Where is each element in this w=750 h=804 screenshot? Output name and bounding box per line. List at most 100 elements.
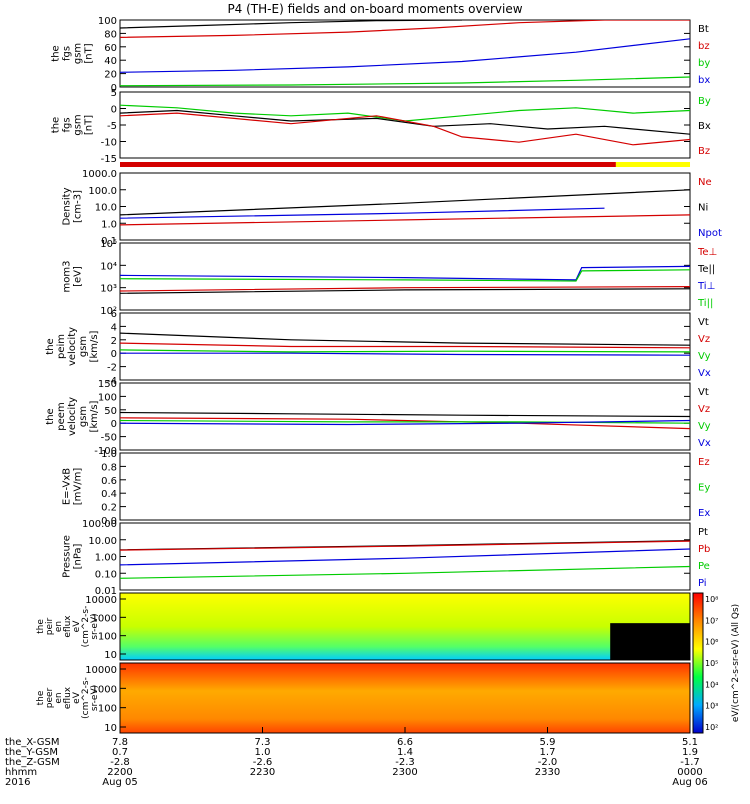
- y-tick-label: 60: [104, 43, 117, 54]
- legend-entry: Bx: [698, 121, 711, 132]
- panel-frame: [119, 172, 691, 241]
- y-label-line: the: [51, 117, 62, 133]
- legend-entry: Bz: [698, 146, 710, 157]
- legend-entry: Vz: [698, 334, 710, 345]
- y-tick-label: 0.2: [101, 503, 117, 514]
- y-label-line: the: [36, 690, 46, 705]
- colorbar: [692, 592, 704, 734]
- y-label-line: gsm: [78, 336, 89, 357]
- colorbar-tick-label: 10⁸: [705, 595, 718, 604]
- x-tick-label: 7.8: [112, 737, 128, 748]
- x-tick-label: 7.3: [255, 737, 271, 748]
- y-tick-label: 100: [98, 704, 117, 715]
- y-label-line: gsm: [73, 43, 84, 64]
- y-tick-label: 1000.0: [82, 169, 117, 180]
- x-tick-label: Aug 05: [102, 777, 137, 788]
- series-line: [120, 540, 690, 551]
- x-tick-label: 1.0: [255, 747, 271, 758]
- series-line: [120, 286, 690, 292]
- legend-entry: Ti⊥: [697, 281, 715, 292]
- series-line: [120, 411, 690, 418]
- series-line: [120, 419, 690, 424]
- y-label-line: [nT]: [84, 115, 95, 135]
- legend-entry: by: [698, 58, 710, 69]
- y-tick-label: 0.0: [101, 516, 117, 527]
- series-line: [120, 112, 690, 146]
- y-tick-label: 0.01: [95, 586, 117, 597]
- x-row-label: the_Y-GSM: [5, 747, 58, 758]
- y-label-line: sr-eV): [90, 613, 100, 639]
- legend-entry: Ez: [698, 457, 710, 468]
- x-row-label: hhmm: [5, 767, 37, 778]
- y-label-line: mom3: [62, 261, 73, 293]
- legend-entry: bz: [698, 41, 710, 52]
- y-label-line: gsm: [73, 114, 84, 135]
- colorbar-tick-label: 10³: [705, 702, 718, 711]
- y-tick-label: 10.00: [88, 536, 117, 547]
- x-tick-label: 1.9: [682, 747, 698, 758]
- panel-frame: [119, 522, 691, 591]
- colorbar-tick-label: 10⁵: [705, 659, 718, 668]
- y-tick-label: -10: [101, 138, 117, 149]
- y-tick-label: 1000: [92, 613, 117, 624]
- x-row-label: 2016: [5, 777, 30, 788]
- y-label-line: gsm: [78, 406, 89, 427]
- y-label-line: Density: [62, 187, 73, 225]
- legend-entry: Pi: [698, 578, 707, 589]
- plot-title: P4 (TH-E) fields and on-board moments ov…: [227, 2, 522, 16]
- legend-entry: Ey: [698, 483, 710, 494]
- y-axis-label: the peer en eflux eV (cm^2-s-sr-eV): [36, 677, 100, 719]
- y-tick-label: 1000: [92, 684, 117, 695]
- panel-frame: [119, 91, 691, 159]
- y-tick-label: 2: [111, 336, 117, 347]
- y-label-line: eV: [72, 620, 82, 633]
- y-label-line: eV: [72, 691, 82, 704]
- legend-entry: Te⊥: [697, 247, 717, 258]
- y-tick-label: 1.0: [101, 219, 117, 230]
- quality-bar-yellow: [615, 162, 690, 167]
- y-tick-label: 10: [104, 723, 117, 734]
- y-label-line: the: [36, 619, 46, 634]
- y-label-line: [km/s]: [89, 400, 100, 432]
- spectrogram-dark-region: [610, 623, 690, 660]
- y-axis-label: Density [cm-3]: [62, 187, 84, 225]
- y-label-line: Pressure: [62, 535, 73, 578]
- spectrogram-image: [120, 663, 690, 733]
- quality-bar-red: [120, 162, 616, 167]
- series-line: [120, 189, 690, 216]
- legend-entry: By: [698, 96, 711, 107]
- y-label-line: peer: [45, 687, 55, 708]
- y-label-line: velocity: [67, 397, 78, 436]
- x-tick-label: 1.4: [397, 747, 413, 758]
- y-tick-label: 0: [111, 349, 117, 360]
- legend-entry: Vt: [698, 387, 709, 398]
- y-axis-label: the peir en eflux eV (cm^2-s-sr-eV): [36, 606, 100, 648]
- series-line: [120, 109, 690, 135]
- y-label-line: the: [45, 408, 56, 424]
- legend-entry: Te||: [697, 264, 715, 275]
- series-line: [120, 288, 690, 294]
- y-axis-label: Pressure [nPa]: [62, 535, 84, 578]
- y-label-line: peim: [56, 334, 67, 359]
- y-tick-label: 100: [98, 632, 117, 643]
- y-tick-label: 100: [98, 16, 117, 27]
- legend-entry: Npot: [698, 228, 722, 239]
- y-label-line: eflux: [63, 686, 73, 709]
- y-tick-label: -100: [94, 446, 117, 457]
- y-tick-label: 80: [104, 29, 117, 40]
- y-tick-label: 100.0: [88, 186, 117, 197]
- y-tick-label: -2: [107, 363, 117, 374]
- y-label-line: peem: [56, 402, 67, 430]
- legend-entry: Vz: [698, 404, 710, 415]
- y-axis-label: the fgs gsm [nT]: [51, 114, 95, 135]
- y-axis-label: the peim velocity gsm [km/s]: [45, 327, 100, 366]
- series-line: [120, 565, 690, 579]
- y-label-line: [km/s]: [89, 330, 100, 362]
- y-tick-label: -50: [101, 433, 117, 444]
- series-line: [120, 269, 690, 282]
- colorbar-tick-label: 10⁶: [705, 638, 718, 647]
- y-tick-label: -4: [107, 376, 117, 387]
- x-tick-label: 5.1: [682, 737, 698, 748]
- legend-entry: Bt: [698, 24, 709, 35]
- y-tick-label: 20: [104, 70, 117, 81]
